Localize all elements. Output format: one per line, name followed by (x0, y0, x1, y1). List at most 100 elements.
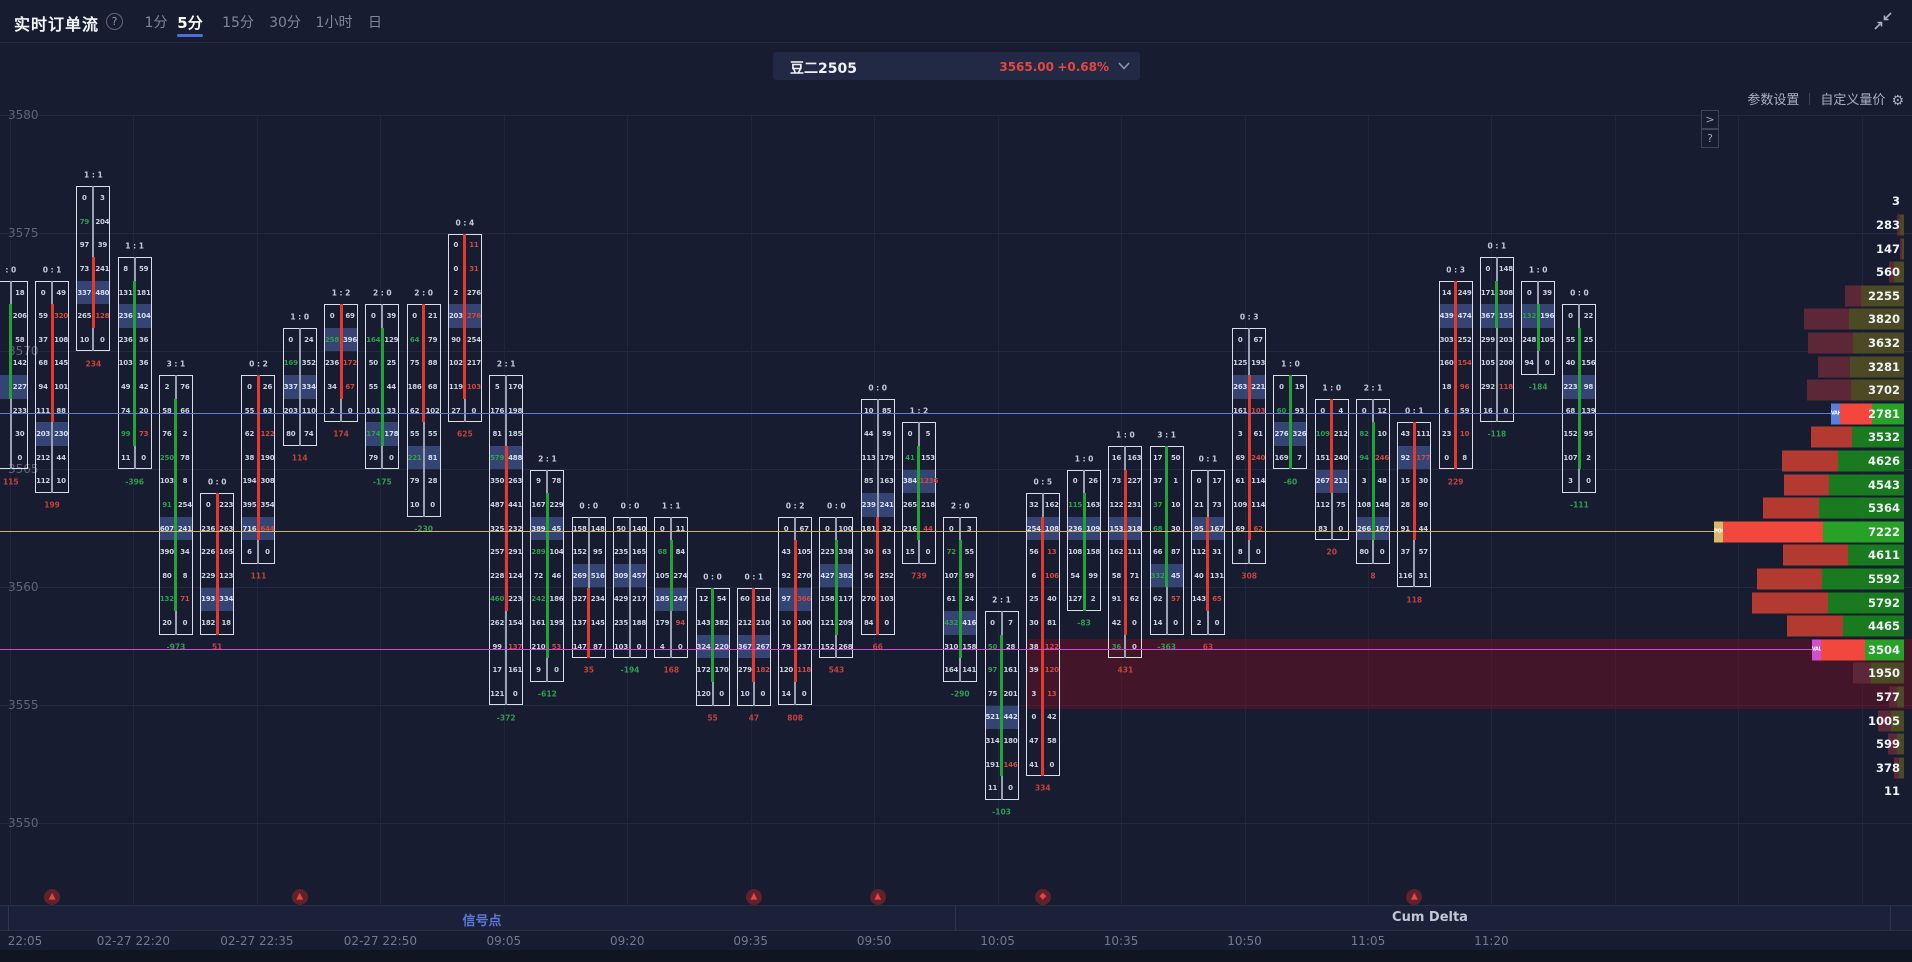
bid-volume: 8 (1237, 548, 1243, 557)
help-icon[interactable]: ? (106, 13, 123, 30)
bid-volume: 327 (572, 595, 587, 604)
volume-profile-value: 4465 (1867, 619, 1900, 634)
delta-label: 63 (1202, 642, 1214, 652)
ask-volume: 326 (1292, 430, 1307, 439)
delta-label: 308 (1241, 571, 1258, 581)
ask-volume: 221 (1251, 382, 1266, 391)
bid-volume: 167 (531, 500, 546, 509)
tab-日[interactable]: 日 (368, 15, 382, 31)
ask-volume: 93 (1294, 406, 1305, 415)
footprint-wick (298, 327, 301, 446)
ask-volume: 0 (182, 618, 188, 627)
cum-delta-panel-label[interactable]: Cum Delta (1392, 910, 1468, 925)
indicator-panel-band (0, 905, 1912, 931)
bid-volume: 68 (657, 548, 668, 557)
ask-volume: 182 (755, 666, 770, 675)
contract-selector[interactable]: 豆二2505 3565.00 +0.68% (773, 52, 1140, 80)
ask-volume: 148 (590, 524, 605, 533)
ask-volume: 31 (469, 264, 479, 273)
ask-volume: 88 (427, 359, 438, 368)
footprint-body (174, 398, 178, 612)
tab-15分[interactable]: 15分 (222, 15, 254, 31)
collapse-icon[interactable] (1872, 10, 1894, 32)
time-axis-label: 02-27 22:50 (343, 934, 417, 948)
footprint-body (711, 587, 715, 682)
ask-volume: 161 (508, 666, 523, 675)
ask-volume: 206 (12, 312, 27, 321)
ask-volume: 170 (508, 382, 523, 391)
volume-profile-buy-bar (1902, 238, 1904, 259)
ask-volume: 203 (1498, 335, 1513, 344)
ask-volume: 0 (719, 689, 724, 698)
bid-volume: 6 (247, 548, 252, 557)
bid-volume: 55 (244, 406, 255, 415)
volume-profile-value: 5792 (1867, 595, 1900, 610)
bid-volume: 17 (492, 666, 502, 675)
ask-volume: 2 (1586, 453, 1591, 462)
signal-marker: ▲ (1406, 889, 1423, 905)
imbalance-label: 1 : 1 (84, 170, 103, 180)
bid-volume: 487 (490, 500, 505, 509)
volume-profile-sell-bar (1786, 615, 1843, 637)
expand-panel-button[interactable]: > (1701, 110, 1719, 129)
volume-profile-buy-bar (1819, 497, 1904, 519)
imbalance-label: 2 : 1 (538, 454, 557, 463)
ask-volume: 25 (1583, 335, 1594, 344)
delta-label: -612 (538, 689, 557, 699)
bid-volume: 266 (1357, 524, 1372, 533)
bid-volume: 6 (1031, 571, 1037, 580)
bid-volume: 97 (987, 666, 998, 675)
ask-volume: 154 (1457, 359, 1472, 368)
delta-label: -184 (1528, 382, 1548, 392)
bid-volume: 120 (779, 666, 794, 675)
ask-volume: 217 (466, 359, 481, 368)
tab-1小时[interactable]: 1小时 (315, 15, 353, 31)
custom-volume-price-button[interactable]: 自定义量价 (1820, 93, 1886, 108)
bid-volume: 439 (1439, 312, 1454, 321)
tab-30分[interactable]: 30分 (269, 15, 301, 31)
bid-volume: 172 (696, 666, 711, 675)
gear-icon[interactable]: ⚙ (1891, 93, 1904, 109)
ask-volume: 69 (345, 312, 355, 321)
tab-5分[interactable]: 5分 (177, 14, 203, 32)
ask-volume: 0 (884, 618, 889, 627)
price-axis-label: 3580 (8, 108, 39, 122)
ask-volume: 139 (1581, 406, 1596, 415)
delta-label: 543 (828, 665, 845, 675)
bid-volume: 263 (1233, 382, 1248, 391)
volume-profile-sell-bar (1803, 308, 1849, 330)
bid-volume: 108 (1357, 500, 1372, 509)
bid-volume: 37 (1152, 500, 1163, 509)
imbalance-label: 1 : 0 (1281, 359, 1300, 369)
param-settings-button[interactable]: 参数设置 (1747, 93, 1800, 108)
ask-volume: 2 (182, 430, 188, 439)
ask-volume: 1 (1173, 477, 1178, 486)
ask-volume: 241 (879, 500, 894, 509)
bid-volume: 103 (118, 359, 133, 368)
bid-volume: 41 (1029, 760, 1039, 769)
bid-volume: 107 (944, 571, 959, 580)
ask-volume: 252 (879, 571, 894, 580)
time-axis-label: 22:05 (7, 934, 43, 948)
signal-panel-label[interactable]: 信号点 (462, 914, 502, 929)
volume-profile-value: 5592 (1867, 571, 1900, 586)
bid-volume: 122 (1109, 500, 1124, 509)
tab-1分[interactable]: 1分 (144, 15, 168, 31)
bid-volume: 579 (490, 453, 505, 462)
ask-volume: 0 (265, 548, 270, 557)
delta-label: -103 (992, 807, 1011, 817)
panel-help-button[interactable]: ? (1701, 128, 1719, 148)
volume-profile-sell-bar (1756, 568, 1822, 590)
bid-volume: 0 (1526, 288, 1532, 297)
panel-divider (1890, 905, 1891, 931)
bid-volume: 37 (38, 335, 48, 344)
time-axis-label: 11:20 (1474, 934, 1509, 948)
ask-volume: 396 (343, 335, 358, 344)
ask-volume: 108 (1044, 524, 1059, 533)
volume-profile-value: 4611 (1867, 548, 1900, 563)
ask-volume: 53 (551, 642, 562, 651)
ask-volume: 416 (962, 618, 977, 627)
ask-volume: 122 (260, 430, 275, 439)
bid-volume: 132 (159, 595, 174, 604)
bid-volume: 203 (448, 312, 463, 321)
